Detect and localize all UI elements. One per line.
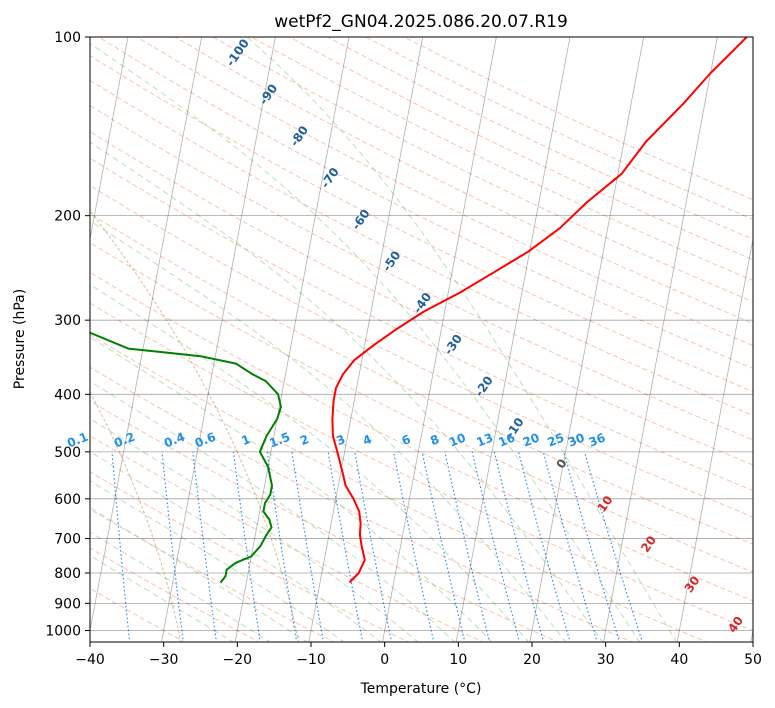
- moist-adiabat-line: [90, 141, 604, 642]
- isotherm-line: [308, 37, 424, 642]
- moist-adiabat-line: [90, 480, 345, 642]
- dry-adiabat-line: [90, 55, 753, 393]
- mixing-ratio-label: 30: [566, 430, 587, 449]
- x-tick-label: 0: [380, 652, 389, 668]
- isotherm-line: [234, 37, 350, 642]
- isotherm-line: [676, 236, 753, 642]
- y-tick-label: 1000: [45, 624, 81, 640]
- x-tick-label: 10: [449, 652, 467, 668]
- moist-adiabat-line: [90, 336, 493, 642]
- mixing-ratio-label: 13: [474, 430, 495, 449]
- y-axis-ticks: 100 200 300 400 500 600 700 800 900 1000: [45, 30, 90, 640]
- isotherm-line: [90, 37, 129, 242]
- dry-adiabat-line: [98, 37, 753, 369]
- y-axis-label: Pressure (hPa): [12, 289, 28, 389]
- y-tick-label: 400: [54, 387, 81, 403]
- dry-adiabat-line: [90, 471, 410, 642]
- mixing-ratio-line: [161, 451, 184, 642]
- theta-e-line: [90, 209, 300, 642]
- temperature-profile-line: [331, 37, 748, 584]
- x-tick-label: 20: [523, 652, 541, 668]
- moist-adiabat-line: [90, 554, 235, 642]
- moist-adiabat-line: [246, 37, 677, 642]
- x-tick-label: 50: [744, 652, 762, 668]
- x-tick-label: −40: [75, 652, 105, 668]
- mixing-ratio-line: [583, 451, 644, 642]
- dry-adiabat-line: [90, 508, 335, 642]
- isotherm-line: [750, 628, 753, 642]
- x-tick-label: 40: [670, 652, 688, 668]
- mixing-ratio-line: [563, 451, 621, 642]
- y-tick-label: 500: [54, 445, 81, 461]
- mixing-ratio-line: [192, 451, 218, 642]
- y-tick-label: 100: [54, 30, 81, 46]
- mixing-ratio-line: [542, 451, 598, 642]
- profile-lines: [90, 37, 748, 584]
- mixing-ratio-label: 36: [587, 430, 608, 449]
- moist-adiabat-line: [90, 531, 272, 642]
- mixing-ratio-label: 20: [521, 430, 542, 449]
- x-tick-label: 30: [597, 652, 615, 668]
- dry-adiabat-line: [90, 400, 559, 642]
- y-tick-label: 700: [54, 532, 81, 548]
- isotherm-line: [529, 37, 645, 642]
- chart-title: wetPf2_GN04.2025.086.20.07.R19: [274, 12, 568, 32]
- mixing-ratio-line: [518, 451, 571, 642]
- background-lines: [90, 37, 753, 642]
- dry-adiabat-line: [90, 435, 485, 642]
- theta-e-line: [90, 390, 182, 642]
- moist-adiabat-line: [90, 380, 456, 642]
- isotherm-line: [603, 37, 718, 642]
- dry-adiabat-line: [90, 105, 753, 441]
- mixing-ratio-line: [471, 451, 521, 642]
- isotherm-line: [455, 37, 571, 642]
- x-axis-ticks: −40 −30 −20 −10 0 10 20 30 40 50: [75, 642, 762, 668]
- moist-adiabat-line: [90, 450, 382, 642]
- mixing-ratio-line: [393, 451, 435, 642]
- isotherm-line: [382, 37, 497, 642]
- isotherm-line: [90, 37, 203, 633]
- moist-adiabat-line: [90, 42, 641, 642]
- y-tick-label: 800: [54, 566, 81, 582]
- dry-adiabat-line: [90, 302, 753, 632]
- mixing-ratio-line: [444, 451, 491, 642]
- mixing-ratio-line: [111, 451, 131, 642]
- y-tick-label: 600: [54, 492, 81, 508]
- isotherm-line: [161, 37, 276, 642]
- mixing-ratio-line: [493, 451, 545, 642]
- dewpoint-profile-line: [90, 331, 282, 584]
- mixing-ratio-label: 16: [496, 430, 517, 449]
- y-tick-label: 300: [54, 313, 81, 329]
- dry-adiabat-line: [90, 334, 708, 642]
- x-tick-label: −30: [149, 652, 179, 668]
- moist-adiabat-line: [90, 220, 567, 642]
- mixing-ratio-label: 10: [447, 430, 468, 449]
- x-tick-label: −20: [223, 652, 253, 668]
- dry-adiabat-line: [90, 547, 261, 642]
- dry-adiabat-line: [90, 241, 753, 573]
- mixing-ratio-label: 25: [545, 430, 566, 449]
- y-tick-label: 900: [54, 596, 81, 612]
- x-axis-label: Temperature (°C): [360, 681, 482, 697]
- dry-adiabat-line: [90, 366, 634, 642]
- x-tick-label: −10: [296, 652, 326, 668]
- mixing-ratio-line: [421, 451, 466, 642]
- dry-adiabat-line: [136, 37, 753, 347]
- dry-adiabat-line: [90, 213, 753, 545]
- plot-frame: [89, 36, 754, 643]
- dry-adiabat-line: [90, 185, 753, 518]
- dry-adiabat-line: [90, 271, 753, 602]
- y-tick-label: 200: [54, 209, 81, 225]
- mixing-ratio-line: [354, 451, 393, 642]
- mixing-ratio-line: [232, 451, 261, 642]
- plot-background: [90, 37, 753, 642]
